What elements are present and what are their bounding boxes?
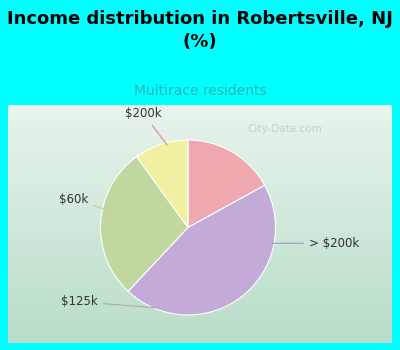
Text: $60k: $60k	[58, 193, 111, 211]
Text: City-Data.com: City-Data.com	[248, 124, 322, 134]
Wedge shape	[136, 140, 188, 228]
Wedge shape	[188, 140, 265, 228]
Text: $200k: $200k	[125, 107, 167, 145]
Text: Income distribution in Robertsville, NJ
(%): Income distribution in Robertsville, NJ …	[7, 10, 393, 51]
Text: Multirace residents: Multirace residents	[134, 84, 266, 98]
Wedge shape	[100, 157, 188, 291]
Text: $125k: $125k	[61, 295, 157, 308]
Text: > $200k: > $200k	[271, 237, 359, 250]
Wedge shape	[128, 186, 276, 315]
